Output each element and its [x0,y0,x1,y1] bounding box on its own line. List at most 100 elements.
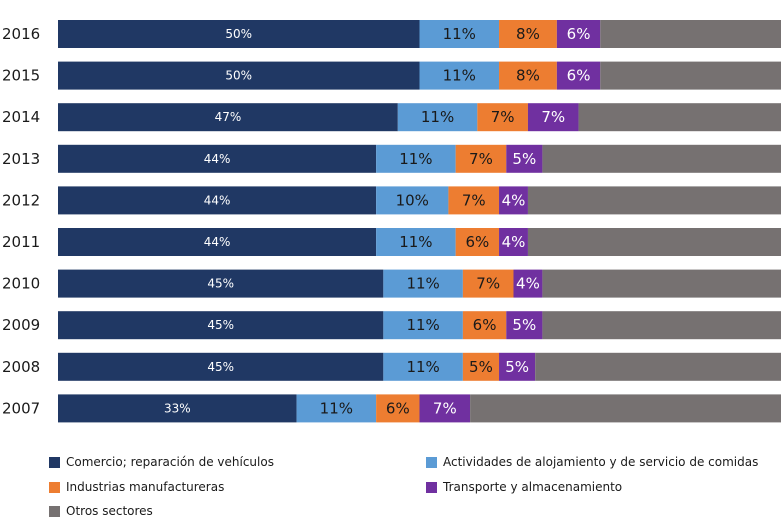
data-label-2011-s2: 6% [465,233,489,251]
year-label-2016: 2016 [2,25,40,43]
bar-segment-2016-s3 [556,20,601,48]
data-label-2007-s0: 33% [164,401,191,415]
data-label-2012-s1: 10% [396,191,429,209]
bar-segment-2014-s1 [397,103,478,132]
bar-segment-2015-s2 [499,61,557,90]
legend-label-alojamiento: Actividades de alojamiento y de servicio… [443,455,759,469]
legend: Comercio; reparación de vehículos Activi… [0,448,782,528]
bar-segment-2011-s3 [499,228,528,256]
data-label-2015-s1: 11% [443,67,476,85]
data-label-2011-s1: 11% [399,233,432,251]
data-label-2011-s3: 4% [502,233,526,251]
legend-item-transporte: Transporte y almacenamiento [426,478,622,496]
year-label-2014: 2014 [2,108,40,126]
year-label-2008: 2008 [2,358,40,376]
data-label-2014-s1: 11% [421,108,454,126]
bar-segment-2011-s0 [58,228,377,256]
bar-segment-2013-s1 [376,144,456,173]
data-label-2016-s3: 6% [567,25,591,43]
bar-segment-2013-s3 [506,144,543,173]
legend-item-industrias: Industrias manufactureras [49,478,224,496]
data-label-2015-s2: 8% [516,67,540,85]
bar-segment-2016-s1 [419,20,500,48]
bar-segment-2012-s2 [448,186,500,215]
legend-swatch-comercio [49,456,60,468]
bar-segment-2009-s4 [542,311,781,340]
year-label-2012: 2012 [2,191,40,209]
data-label-2013-s0: 44% [204,152,231,166]
bar-segment-2011-s2 [455,228,500,256]
legend-item-alojamiento: Actividades de alojamiento y de servicio… [426,453,758,471]
data-label-2012-s0: 44% [204,193,231,207]
year-label-2009: 2009 [2,316,40,334]
data-label-2009-s1: 11% [406,316,439,334]
legend-label-comercio: Comercio; reparación de vehículos [66,455,274,469]
data-label-2014-s0: 47% [215,110,242,124]
year-label-2011: 2011 [2,233,40,251]
legend-item-otros: Otros sectores [49,502,153,520]
data-label-2007-s3: 7% [433,399,457,417]
data-label-2009-s2: 6% [473,316,497,334]
bar-segment-2008-s4 [535,352,781,381]
bar-segment-2010-s3 [513,269,543,298]
bar-segment-2015-s0 [58,61,420,90]
bar-segment-2016-s0 [58,20,420,48]
data-label-2008-s3: 5% [505,358,529,376]
bar-segment-2007-s2 [376,394,420,423]
bar-segment-2015-s3 [556,61,601,90]
bar-segment-2009-s0 [58,311,384,340]
bar-segment-2009-s3 [506,311,543,340]
bars-layer [58,20,781,423]
bar-segment-2010-s0 [58,269,384,298]
data-label-2010-s3: 4% [516,275,540,293]
bar-segment-2013-s0 [58,144,377,173]
year-label-2010: 2010 [2,275,40,293]
data-label-2010-s1: 11% [406,275,439,293]
bar-segment-2008-s0 [58,352,384,381]
legend-item-comercio: Comercio; reparación de vehículos [49,453,274,471]
legend-swatch-transporte [426,481,437,493]
year-label-2013: 2013 [2,150,40,168]
bar-segment-2007-s3 [419,394,471,423]
data-label-2016-s0: 50% [225,27,252,41]
data-label-2009-s0: 45% [207,318,234,332]
bar-segment-2012-s4 [527,186,781,215]
data-label-2010-s0: 45% [207,277,234,291]
bar-segment-2015-s1 [419,61,500,90]
bar-segment-2014-s3 [527,103,579,132]
legend-label-transporte: Transporte y almacenamiento [443,480,623,494]
bar-segment-2013-s4 [542,144,781,173]
data-label-2013-s2: 7% [469,150,493,168]
bar-segment-2007-s4 [470,394,781,423]
bar-segment-2007-s0 [58,394,297,423]
legend-swatch-otros [49,505,60,517]
data-label-2012-s3: 4% [502,191,526,209]
data-label-2013-s3: 5% [512,150,536,168]
legend-swatch-alojamiento [426,456,437,468]
bar-segment-2009-s2 [462,311,507,340]
bar-segment-2015-s4 [600,61,781,90]
bar-segment-2008-s3 [499,352,536,381]
data-label-2008-s2: 5% [469,358,493,376]
bar-segment-2013-s2 [455,144,507,173]
legend-label-industrias: Industrias manufactureras [66,480,225,494]
bar-segment-2010-s2 [462,269,514,298]
data-label-2016-s1: 11% [443,25,476,43]
data-label-2007-s1: 11% [320,399,353,417]
bar-segment-2009-s1 [383,311,463,340]
legend-swatch-industrias [49,481,60,493]
data-label-2014-s3: 7% [541,108,565,126]
bar-segment-2012-s3 [499,186,528,215]
bar-segment-2011-s1 [376,228,456,256]
data-label-2013-s1: 11% [399,150,432,168]
data-label-2011-s0: 44% [204,235,231,249]
bar-segment-2014-s2 [477,103,528,132]
data-label-2016-s2: 8% [516,25,540,43]
year-label-2007: 2007 [2,399,40,417]
bar-segment-2008-s1 [383,352,463,381]
bar-segment-2014-s4 [578,103,781,132]
bar-segment-2008-s2 [462,352,500,381]
bar-segment-2010-s4 [542,269,781,298]
